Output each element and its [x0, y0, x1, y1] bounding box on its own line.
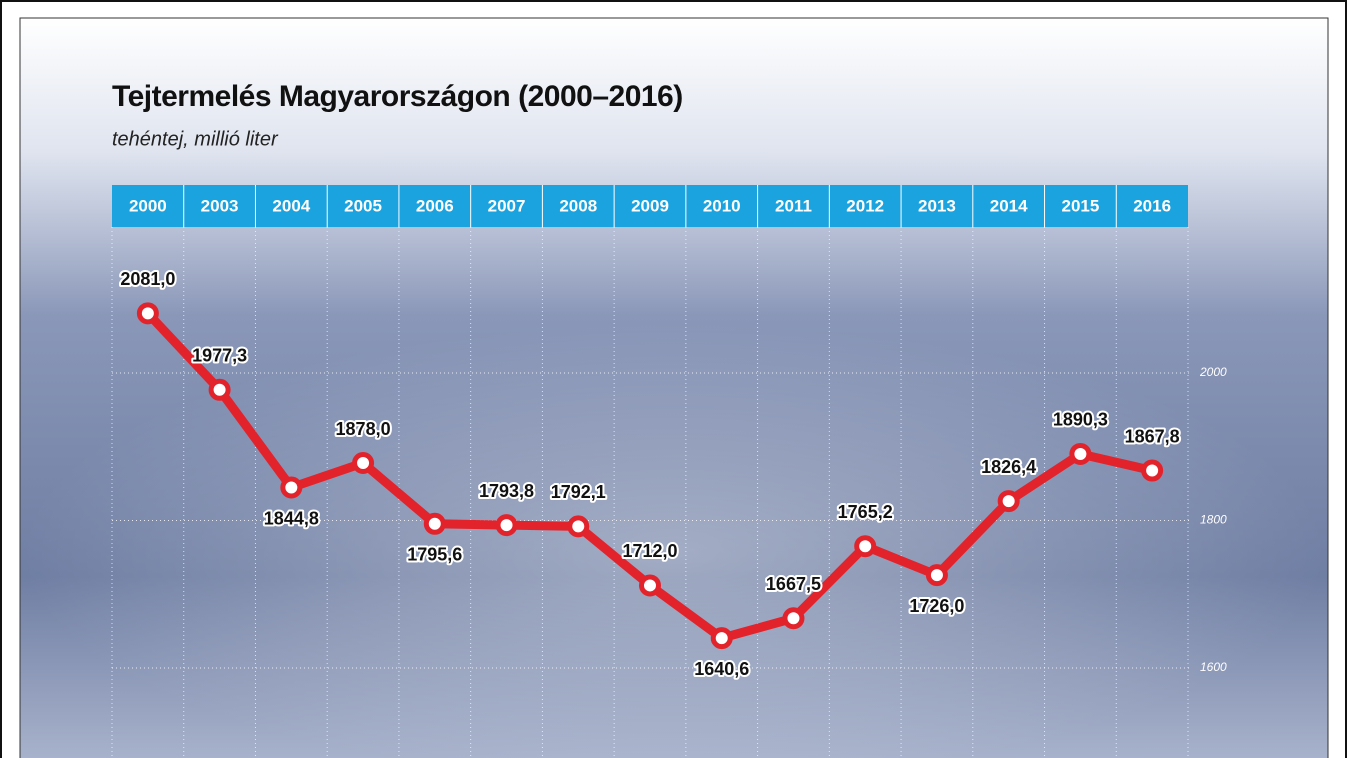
data-point: [997, 490, 1020, 513]
data-point: [567, 515, 590, 538]
x-tick-label: 2011: [775, 196, 812, 215]
x-tick-label: 2003: [201, 196, 239, 215]
header-band: 2000 2003 2004 2005 2006 2007 2008 2009 2010 2011…: [112, 185, 1188, 227]
data-label: 1667,5: [766, 574, 821, 594]
data-label: 1826,4: [981, 457, 1036, 477]
data-point: [1141, 459, 1164, 482]
data-label: 1792,1: [551, 482, 606, 502]
x-tick-label: 2007: [488, 196, 526, 215]
data-label: 1867,8: [1125, 426, 1180, 446]
data-point: [1069, 442, 1092, 465]
data-label: 1795,6: [407, 545, 462, 565]
background-glow: [20, 300, 1328, 758]
data-point: [710, 627, 733, 650]
x-tick-label: 2012: [846, 196, 884, 215]
y-tick-label: 2000: [1199, 365, 1227, 379]
data-point: [639, 574, 661, 597]
x-tick-label: 2000: [129, 196, 167, 215]
data-label: 1878,0: [336, 419, 391, 439]
x-tick-label: 2014: [990, 196, 1028, 215]
data-label: 1640,6: [694, 659, 749, 679]
x-tick-label: 2005: [344, 196, 382, 215]
data-label: 1712,0: [622, 541, 677, 561]
x-tick-label: 2009: [631, 196, 669, 215]
x-tick-label: 2016: [1133, 196, 1171, 215]
data-label: 1793,8: [479, 481, 534, 501]
data-label: 2081,0: [120, 269, 175, 289]
data-point: [495, 514, 518, 537]
data-label: 1844,8: [264, 508, 319, 528]
x-tick-label: 2013: [918, 196, 956, 215]
x-tick-label: 2010: [703, 196, 741, 215]
plot: 2081,0 1977,3 1844,8 1878,0 1795,6 1793,8 1792…: [118, 267, 1181, 681]
data-point: [208, 378, 231, 401]
y-tick-label: 1600: [1200, 660, 1227, 674]
data-point: [854, 535, 877, 558]
chart-title: Tejtermelés Magyarországon (2000–2016): [112, 80, 683, 113]
data-point: [136, 302, 159, 325]
x-tick-label: 2006: [416, 196, 454, 215]
grid: 1600 1800 2000: [111, 227, 1227, 758]
data-point: [782, 607, 805, 630]
data-label: 1890,3: [1053, 410, 1108, 430]
y-tick-label: 1800: [1200, 513, 1227, 527]
x-tick-label: 2004: [272, 196, 310, 215]
data-label: 1765,2: [838, 502, 893, 522]
header-background: [112, 185, 1188, 227]
data-label: 1977,3: [192, 346, 247, 366]
data-label: 1726,0: [909, 596, 964, 616]
chart-subtitle: tehéntej, millió liter: [112, 128, 279, 150]
data-point: [280, 476, 303, 499]
x-tick-label: 2015: [1061, 196, 1099, 215]
data-point: [352, 452, 375, 475]
data-point: [925, 564, 948, 587]
x-tick-label: 2008: [559, 196, 597, 215]
data-point: [423, 512, 446, 535]
